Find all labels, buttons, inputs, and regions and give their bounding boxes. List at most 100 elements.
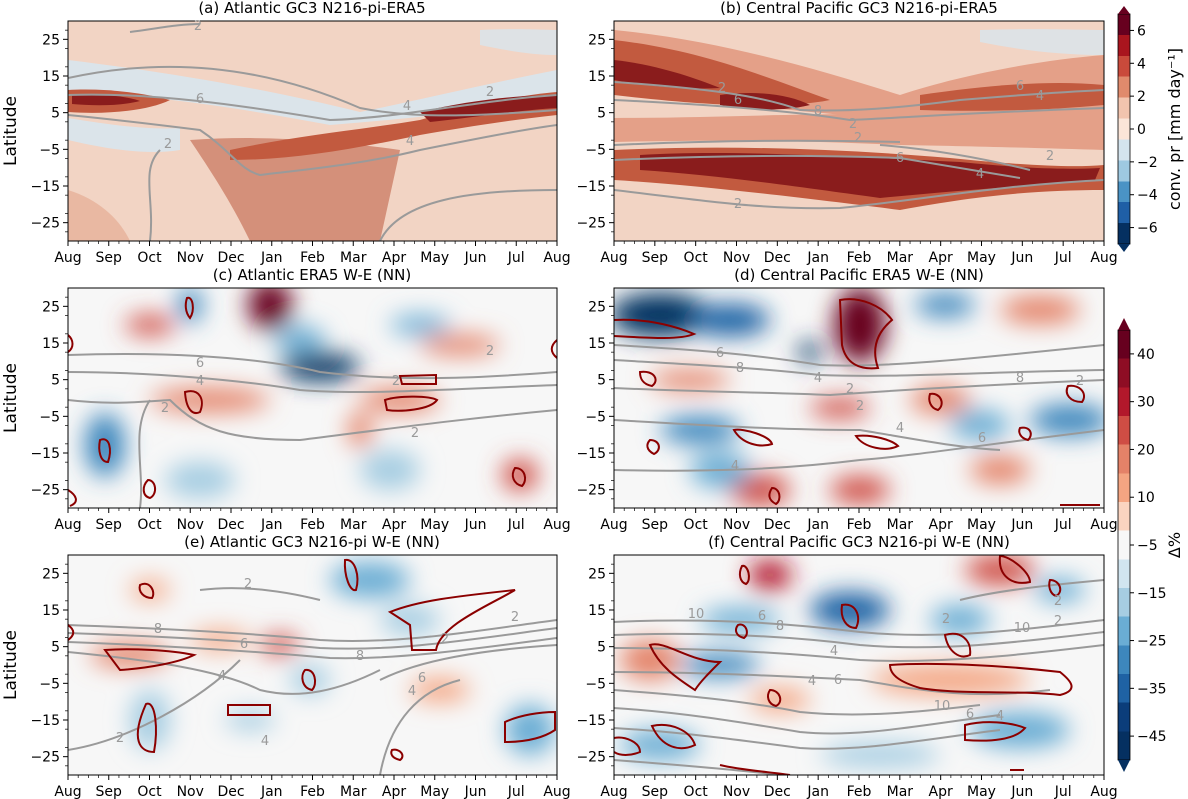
y-tick-label: −5 [585,409,606,425]
y-tick-label: 15 [42,603,60,619]
y-tick-label: 15 [588,69,606,85]
contour-label: 2 [116,731,124,746]
y-tick-label: −15 [576,179,606,195]
x-tick-label: Feb [847,250,872,266]
x-tick-label: Jun [1010,517,1033,533]
colorbar-top-extend-up [1118,6,1130,14]
contour-label: 4 [996,709,1004,724]
y-tick-label: 25 [42,32,60,48]
y-tick-label: −25 [30,750,60,766]
x-tick-label: Mar [340,250,367,266]
x-tick-label: Jan [260,250,283,266]
colorbar-tick-label: 10 [1137,490,1155,506]
colorbar-tick-label: −6 [1137,221,1158,237]
x-tick-label: Mar [340,784,367,799]
y-tick-label: −5 [39,409,60,425]
colorbar-bottom-extend-up [1118,318,1130,330]
y-tick-label: −5 [585,676,606,692]
x-tick-label: Apr [382,250,406,266]
y-tick-label: −5 [39,142,60,158]
axis-ticks: Aug Sep Oct Nov Dec Jan Feb Mar Apr May Jun Jul Aug 2… [30,29,1118,799]
colorbar-tick-label: 2 [1137,89,1146,105]
contour-label: 2 [856,399,864,414]
x-tick-label: Dec [764,250,791,266]
x-tick-label: Jan [260,784,283,799]
x-tick-label: Oct [684,784,709,799]
colorbar-tick-label: 6 [1137,23,1146,39]
panel-d-field [614,288,1104,508]
x-tick-label: Apr [929,517,953,533]
x-tick-label: Nov [177,517,204,533]
x-tick-label: Jul [507,784,525,799]
contour-label: 4 [814,371,822,386]
x-tick-label: Aug [600,784,627,799]
contour-label: 2 [942,612,950,627]
x-tick-label: Jan [806,250,829,266]
x-tick-label: Feb [847,517,872,533]
panel-c-title: (c) Atlantic ERA5 W-E (NN) [213,266,411,284]
x-tick-label: Feb [300,250,325,266]
panel-a-ylabel: Latitude [1,96,21,166]
y-tick-label: −25 [576,750,606,766]
x-tick-label: Oct [137,784,162,799]
y-tick-label: −25 [30,216,60,232]
x-tick-label: Jul [1054,517,1072,533]
x-tick-label: Jul [1054,784,1072,799]
contour-label: 6 [758,609,766,624]
panel-c-ylabel: Latitude [1,363,21,433]
contour-label: 2 [161,401,169,416]
contour-label: 2 [718,81,726,96]
y-tick-label: −15 [576,446,606,462]
x-tick-label: Jan [806,784,829,799]
contour-label: 2 [486,344,494,359]
x-tick-label: Nov [723,517,750,533]
y-tick-label: −5 [585,142,606,158]
x-tick-label: Jun [464,517,487,533]
contour-labels: 26 42422682264224664222268422468422286484… [116,19,1084,749]
x-tick-label: Apr [929,784,953,799]
x-tick-label: Jun [1010,250,1033,266]
contour-label: 2 [411,426,419,441]
colorbar-tick-label: −15 [1137,586,1167,602]
contour-label: 4 [408,684,416,699]
x-tick-label: Oct [684,250,709,266]
y-tick-label: 25 [588,32,606,48]
contour-label: 2 [392,374,400,389]
contour-label: 2 [1046,149,1054,164]
y-tick-label: 25 [588,566,606,582]
y-tick-label: −25 [576,483,606,499]
contour-label: 8 [154,622,162,637]
panel-e-title: (e) Atlantic GC3 N216-pi W-E (NN) [184,533,440,551]
panel-b [613,20,1105,242]
y-tick-label: 25 [42,299,60,315]
contour-label: 6 [966,707,974,722]
y-tick-label: 5 [597,640,606,656]
x-tick-label: Dec [217,250,244,266]
y-tick-label: −15 [576,713,606,729]
x-tick-label: Jul [1054,250,1072,266]
contour-label: 6 [978,431,986,446]
y-tick-label: −15 [30,446,60,462]
contour-label: 8 [736,361,744,376]
x-tick-label: Aug [54,517,81,533]
contour-label: 2 [486,85,494,100]
panel-f-title: (f) Central Pacific GC3 N216-pi W-E (NN) [708,533,1010,551]
x-tick-label: Nov [723,784,750,799]
x-tick-label: Jun [464,250,487,266]
colorbar-bottom-bar [1117,329,1131,761]
contour-label: 4 [403,99,411,114]
contour-label: 4 [731,459,739,474]
x-tick-label: Mar [887,250,914,266]
x-tick-label: Aug [600,517,627,533]
x-tick-label: Sep [96,250,123,266]
contour-label: 2 [1054,594,1062,609]
x-tick-label: Jul [507,517,525,533]
contour-label: 4 [976,167,984,182]
colorbar-top-ticks: 6 4 2 0 −2 −4 −6 [1130,23,1158,237]
contour-label: 6 [240,637,248,652]
y-tick-label: −5 [39,676,60,692]
x-tick-label: Aug [543,784,570,799]
colorbar-tick-label: 20 [1137,442,1155,458]
contour-label: 4 [830,644,838,659]
